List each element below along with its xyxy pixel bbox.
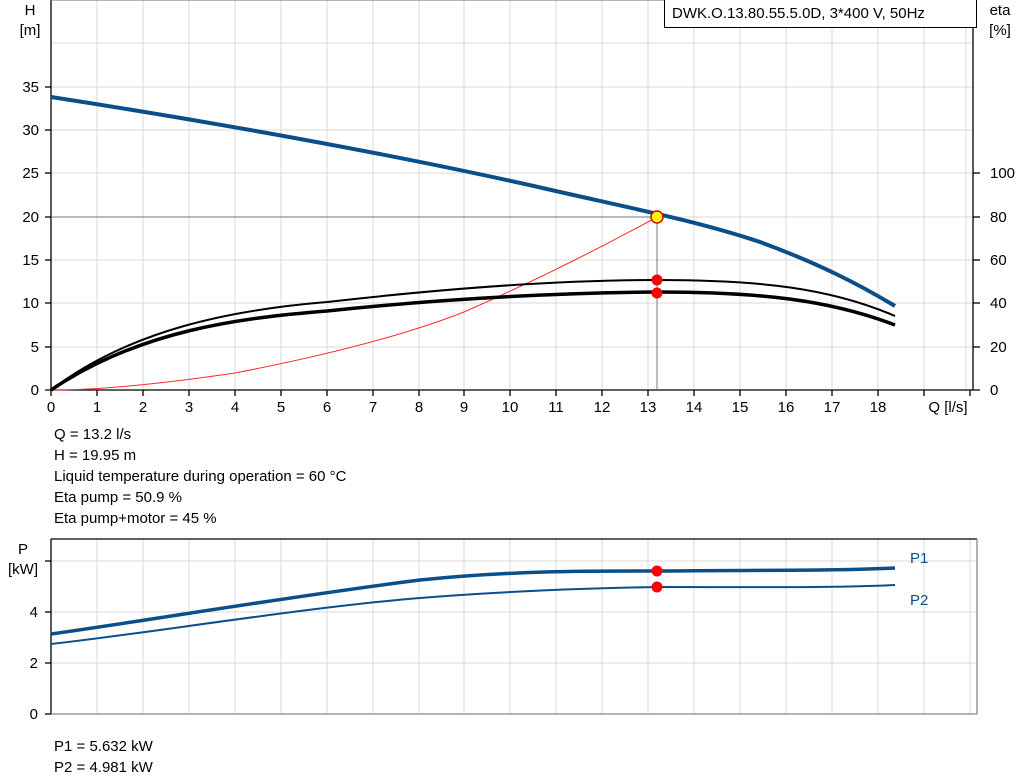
eta-pump-curve bbox=[50, 278, 896, 391]
eta-axis-tick-labels: 100 80 60 40 20 0 bbox=[990, 165, 1015, 399]
info-temperature: Liquid temperature during operation = 60… bbox=[54, 468, 347, 485]
eta-axis-label: eta bbox=[990, 2, 1012, 19]
svg-text:18: 18 bbox=[870, 399, 887, 416]
svg-text:9: 9 bbox=[460, 399, 468, 416]
p2-marker bbox=[651, 581, 663, 593]
svg-text:12: 12 bbox=[594, 399, 611, 416]
pump-model-title: DWK.O.13.80.55.5.0D, 3*400 V, 50Hz bbox=[672, 5, 925, 22]
q-axis-label: Q [l/s] bbox=[928, 399, 967, 416]
info-p2: P2 = 4.981 kW bbox=[54, 759, 153, 776]
operating-point-guides bbox=[51, 216, 658, 390]
info-eta-pump: Eta pump = 50.9 % bbox=[54, 489, 182, 506]
system-curve bbox=[50, 216, 658, 391]
svg-text:11: 11 bbox=[548, 399, 564, 416]
svg-text:5: 5 bbox=[277, 399, 285, 416]
svg-text:14: 14 bbox=[686, 399, 703, 416]
operating-point-marker bbox=[650, 210, 664, 224]
svg-text:15: 15 bbox=[732, 399, 749, 416]
head-chart-axes bbox=[45, 0, 980, 396]
svg-text:100: 100 bbox=[990, 165, 1015, 182]
svg-text:0: 0 bbox=[990, 382, 998, 399]
q-axis-tick-labels: 0 1 2 3 4 5 6 7 8 9 10 11 12 13 14 15 16… bbox=[47, 399, 887, 416]
svg-text:0: 0 bbox=[30, 706, 38, 723]
svg-text:16: 16 bbox=[778, 399, 795, 416]
p-axis-tick-labels: 4 2 0 bbox=[30, 604, 38, 723]
svg-text:40: 40 bbox=[990, 295, 1007, 312]
svg-text:1: 1 bbox=[93, 399, 101, 416]
svg-text:60: 60 bbox=[990, 252, 1007, 269]
svg-text:10: 10 bbox=[22, 295, 39, 312]
svg-text:80: 80 bbox=[990, 209, 1007, 226]
chart-title-box: DWK.O.13.80.55.5.0D, 3*400 V, 50Hz bbox=[664, 0, 977, 28]
p1-legend: P1 bbox=[910, 550, 928, 567]
p2-curve bbox=[50, 584, 896, 645]
svg-text:30: 30 bbox=[22, 122, 39, 139]
power-chart-axes bbox=[45, 538, 978, 715]
eta-pump-motor-curve bbox=[50, 290, 896, 392]
h-axis-unit: [m] bbox=[20, 22, 41, 39]
p-axis-label: P bbox=[18, 541, 28, 558]
svg-text:15: 15 bbox=[22, 252, 39, 269]
svg-text:17: 17 bbox=[824, 399, 841, 416]
svg-text:4: 4 bbox=[30, 604, 38, 621]
info-head: H = 19.95 m bbox=[54, 447, 137, 464]
svg-text:6: 6 bbox=[323, 399, 331, 416]
svg-text:0: 0 bbox=[47, 399, 55, 416]
svg-text:3: 3 bbox=[185, 399, 193, 416]
h-axis-tick-labels: 35 30 25 20 15 10 5 0 bbox=[22, 79, 39, 399]
svg-text:13: 13 bbox=[640, 399, 657, 416]
eta-pump-marker bbox=[651, 274, 663, 286]
info-p1: P1 = 5.632 kW bbox=[54, 738, 153, 755]
eta-total-marker bbox=[651, 287, 663, 299]
svg-text:7: 7 bbox=[369, 399, 377, 416]
svg-text:8: 8 bbox=[415, 399, 423, 416]
p1-curve bbox=[50, 566, 896, 636]
svg-text:25: 25 bbox=[22, 165, 39, 182]
svg-text:20: 20 bbox=[22, 209, 39, 226]
p-axis-unit: [kW] bbox=[8, 561, 38, 578]
svg-text:5: 5 bbox=[31, 339, 39, 356]
svg-text:2: 2 bbox=[139, 399, 147, 416]
svg-text:20: 20 bbox=[990, 339, 1007, 356]
svg-text:0: 0 bbox=[31, 382, 39, 399]
power-info: P1 = 5.632 kW P2 = 4.981 kW bbox=[54, 736, 153, 778]
operating-info: Q = 13.2 l/s H = 19.95 m Liquid temperat… bbox=[54, 424, 346, 529]
svg-text:4: 4 bbox=[231, 399, 239, 416]
info-flow: Q = 13.2 l/s bbox=[54, 426, 132, 443]
head-curve bbox=[50, 95, 897, 308]
p2-legend: P2 bbox=[910, 592, 928, 609]
h-axis-label: H bbox=[25, 2, 36, 19]
p1-marker bbox=[651, 565, 663, 577]
eta-axis-unit: [%] bbox=[989, 22, 1011, 39]
info-eta-total: Eta pump+motor = 45 % bbox=[54, 510, 217, 527]
svg-text:35: 35 bbox=[22, 79, 39, 96]
svg-text:10: 10 bbox=[502, 399, 519, 416]
svg-text:2: 2 bbox=[30, 655, 38, 672]
